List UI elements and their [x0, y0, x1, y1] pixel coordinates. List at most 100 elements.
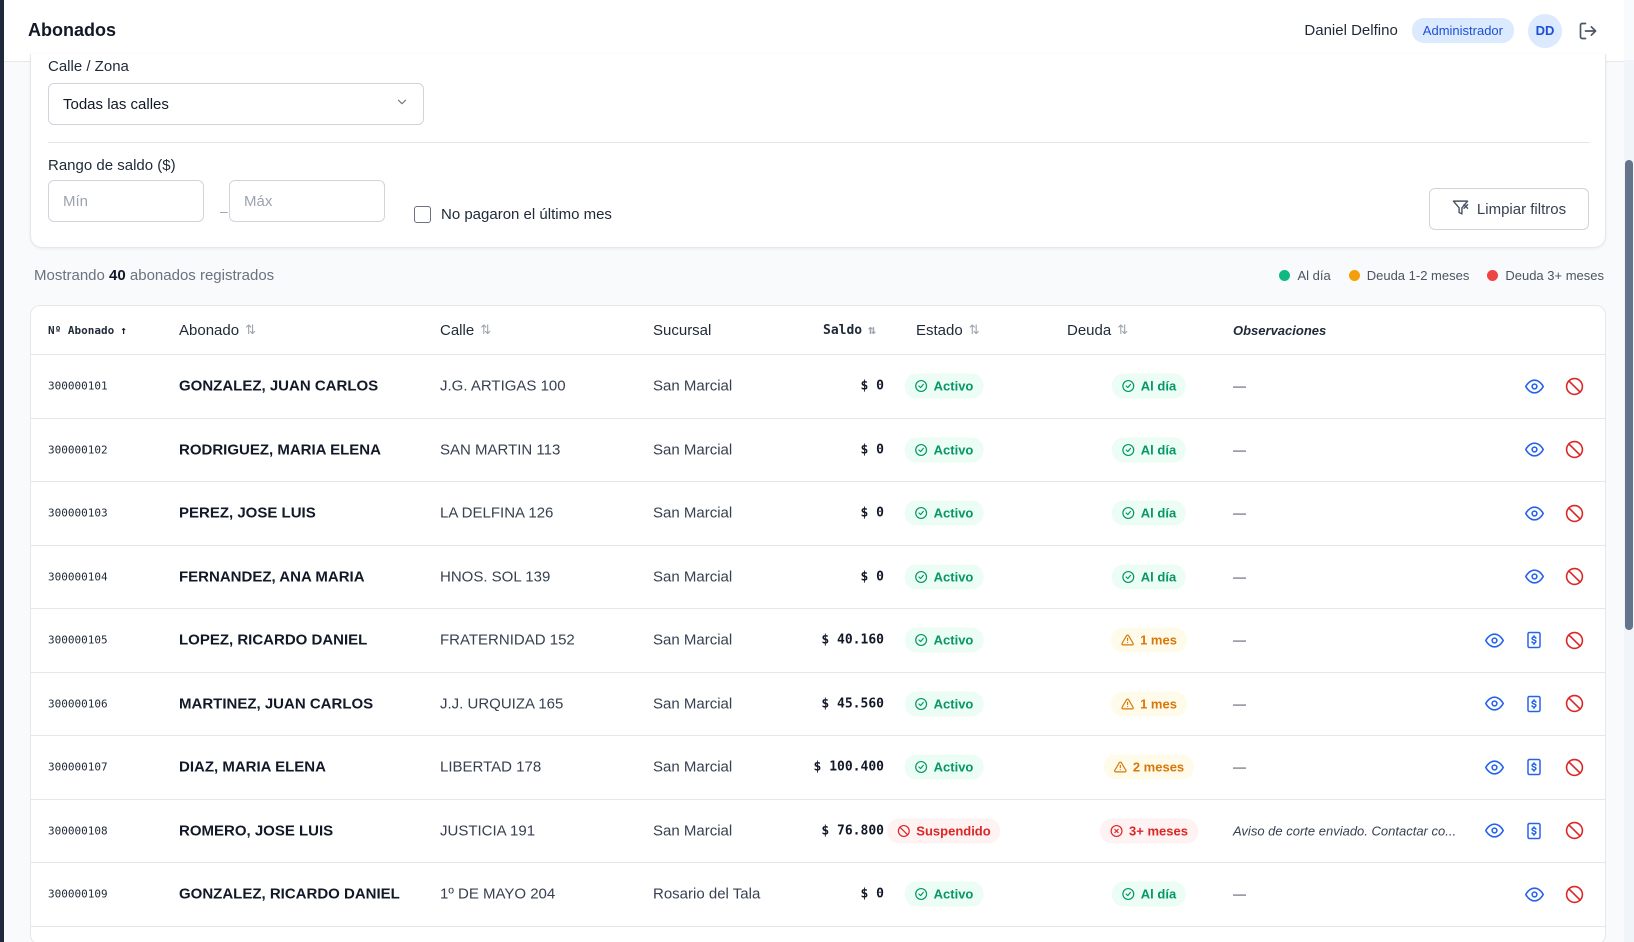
check-circle-icon [1122, 570, 1135, 583]
subscriber-number: 300000101 [48, 379, 108, 393]
col-street[interactable]: Calle ⇅ [440, 322, 491, 339]
table-row[interactable]: 300000102 RODRIGUEZ, MARIA ELENA SAN MAR… [31, 419, 1605, 482]
filters-panel: Calle / Zona Todas las calles Rango de s… [30, 54, 1606, 248]
col-branch: Sucursal [653, 322, 711, 339]
view-eye-icon[interactable] [1483, 756, 1505, 778]
suspend-ban-icon[interactable] [1563, 566, 1585, 588]
col-deuda[interactable]: Deuda ⇅ [1067, 322, 1128, 339]
col-saldo-label: Saldo [823, 322, 863, 338]
min-balance-input[interactable] [48, 180, 204, 222]
register-payment-icon[interactable] [1523, 756, 1545, 778]
table-row[interactable]: 300000109 GONZALEZ, RICARDO DANIEL 1º DE… [31, 863, 1605, 927]
table-row[interactable]: 300000106 MARTINEZ, JUAN CARLOS J.J. URQ… [31, 673, 1605, 736]
check-circle-icon [915, 634, 928, 647]
avatar[interactable]: DD [1528, 13, 1562, 48]
suspend-ban-icon[interactable] [1563, 502, 1585, 524]
debt-badge-pill: Al día [1111, 881, 1187, 907]
balance: $ 40.160 [821, 632, 884, 648]
left-edge [0, 0, 4, 942]
view-eye-icon[interactable] [1483, 693, 1505, 715]
row-actions [1523, 439, 1585, 461]
debt-label: 2 meses [1132, 759, 1185, 775]
row-actions [1523, 883, 1585, 905]
view-eye-icon[interactable] [1523, 883, 1545, 905]
branch: San Marcial [653, 504, 733, 522]
register-payment-icon[interactable] [1523, 693, 1545, 715]
branch: San Marcial [653, 758, 733, 776]
col-branch-label: Sucursal [653, 321, 712, 339]
checkbox-box[interactable] [414, 206, 431, 223]
view-eye-icon[interactable] [1523, 502, 1545, 524]
suspend-ban-icon[interactable] [1563, 693, 1585, 715]
observations: — [1233, 696, 1246, 712]
branch: San Marcial [653, 695, 733, 713]
max-balance-input[interactable] [229, 180, 385, 222]
view-eye-icon[interactable] [1523, 566, 1545, 588]
view-eye-icon[interactable] [1523, 439, 1545, 461]
subscriber-name: DIAZ, MARIA ELENA [179, 758, 326, 776]
check-circle-icon [1122, 380, 1135, 393]
row-actions [1483, 693, 1585, 715]
debt-label: 3+ meses [1129, 823, 1188, 839]
table-row[interactable]: 300000108 ROMERO, JOSE LUIS JUSTICIA 191… [31, 800, 1605, 863]
status-label: Activo [933, 569, 974, 585]
table-row[interactable]: 300000101 GONZALEZ, JUAN CARLOS J.G. ART… [31, 355, 1605, 419]
status-label: Activo [933, 442, 974, 458]
suspend-ban-icon[interactable] [1563, 439, 1585, 461]
green-dot-icon [1279, 270, 1291, 281]
col-estado[interactable]: Estado ⇅ [916, 322, 980, 339]
status-badge-pill: Activo [904, 627, 984, 653]
legend-label: Deuda 3+ meses [1505, 268, 1604, 283]
suspend-ban-icon[interactable] [1563, 629, 1585, 651]
observations: — [1233, 569, 1246, 585]
subscriber-name: MARTINEZ, JUAN CARLOS [179, 695, 374, 713]
status-badge-pill: Activo [904, 754, 984, 780]
col-number[interactable]: Nº Abonado ↑ [48, 324, 127, 337]
clear-filters-button[interactable]: Limpiar filtros [1429, 188, 1589, 230]
street: 1º DE MAYO 204 [440, 885, 556, 903]
suspend-ban-icon[interactable] [1563, 820, 1585, 842]
debt-badge-pill: Al día [1111, 564, 1187, 590]
table-row[interactable]: 300000104 FERNANDEZ, ANA MARIA HNOS. SOL… [31, 546, 1605, 609]
view-eye-icon[interactable] [1483, 820, 1505, 842]
scrollbar-thumb[interactable] [1625, 160, 1633, 630]
col-saldo[interactable]: Saldo ⇅ [823, 323, 876, 338]
branch: San Marcial [653, 441, 733, 459]
col-number-label: Nº Abonado [48, 323, 115, 337]
street: JUSTICIA 191 [440, 822, 536, 840]
register-payment-icon[interactable] [1523, 820, 1545, 842]
table-row[interactable]: 300000107 DIAZ, MARIA ELENA LIBERTAD 178… [31, 736, 1605, 800]
sort-icon: ⇅ [1117, 322, 1129, 337]
register-payment-icon[interactable] [1523, 629, 1545, 651]
debt-badge: Al día [1111, 881, 1187, 907]
user-name: Daniel Delfino [1304, 22, 1398, 39]
legend-item-debt-3-plus: Deuda 3+ meses [1487, 268, 1604, 283]
status-badge-pill: Activo [904, 373, 984, 399]
col-deuda-label: Deuda [1067, 321, 1112, 339]
unpaid-last-month-checkbox[interactable]: No pagaron el último mes [414, 206, 612, 223]
suspend-ban-icon[interactable] [1563, 375, 1585, 397]
debt-label: 1 mes [1140, 696, 1177, 712]
status-badge-pill: Activo [904, 564, 984, 590]
view-eye-icon[interactable] [1523, 375, 1545, 397]
check-circle-icon [915, 761, 928, 774]
results-summary: Mostrando 40 abonados registrados [34, 267, 274, 284]
ban-icon [897, 824, 910, 837]
table-row[interactable]: 300000103 PEREZ, JOSE LUIS LA DELFINA 12… [31, 482, 1605, 546]
view-eye-icon[interactable] [1483, 629, 1505, 651]
status-badge: Activo [904, 500, 984, 526]
suspend-ban-icon[interactable] [1563, 883, 1585, 905]
table-body: 300000101 GONZALEZ, JUAN CARLOS J.G. ART… [31, 355, 1605, 927]
row-actions [1483, 756, 1585, 778]
filter-clear-icon [1452, 199, 1469, 220]
logout-icon[interactable] [1576, 19, 1600, 43]
suspend-ban-icon[interactable] [1563, 756, 1585, 778]
street-select[interactable]: Todas las calles [48, 83, 424, 125]
debt-badge-pill: 1 mes [1111, 691, 1187, 717]
status-label: Activo [933, 632, 974, 648]
table-row[interactable]: 300000105 LOPEZ, RICARDO DANIEL FRATERNI… [31, 609, 1605, 673]
col-name[interactable]: Abonado ⇅ [179, 322, 256, 339]
debt-badge-pill: Al día [1111, 373, 1187, 399]
scrollbar[interactable] [1624, 60, 1634, 942]
legend-label: Deuda 1-2 meses [1366, 268, 1470, 283]
